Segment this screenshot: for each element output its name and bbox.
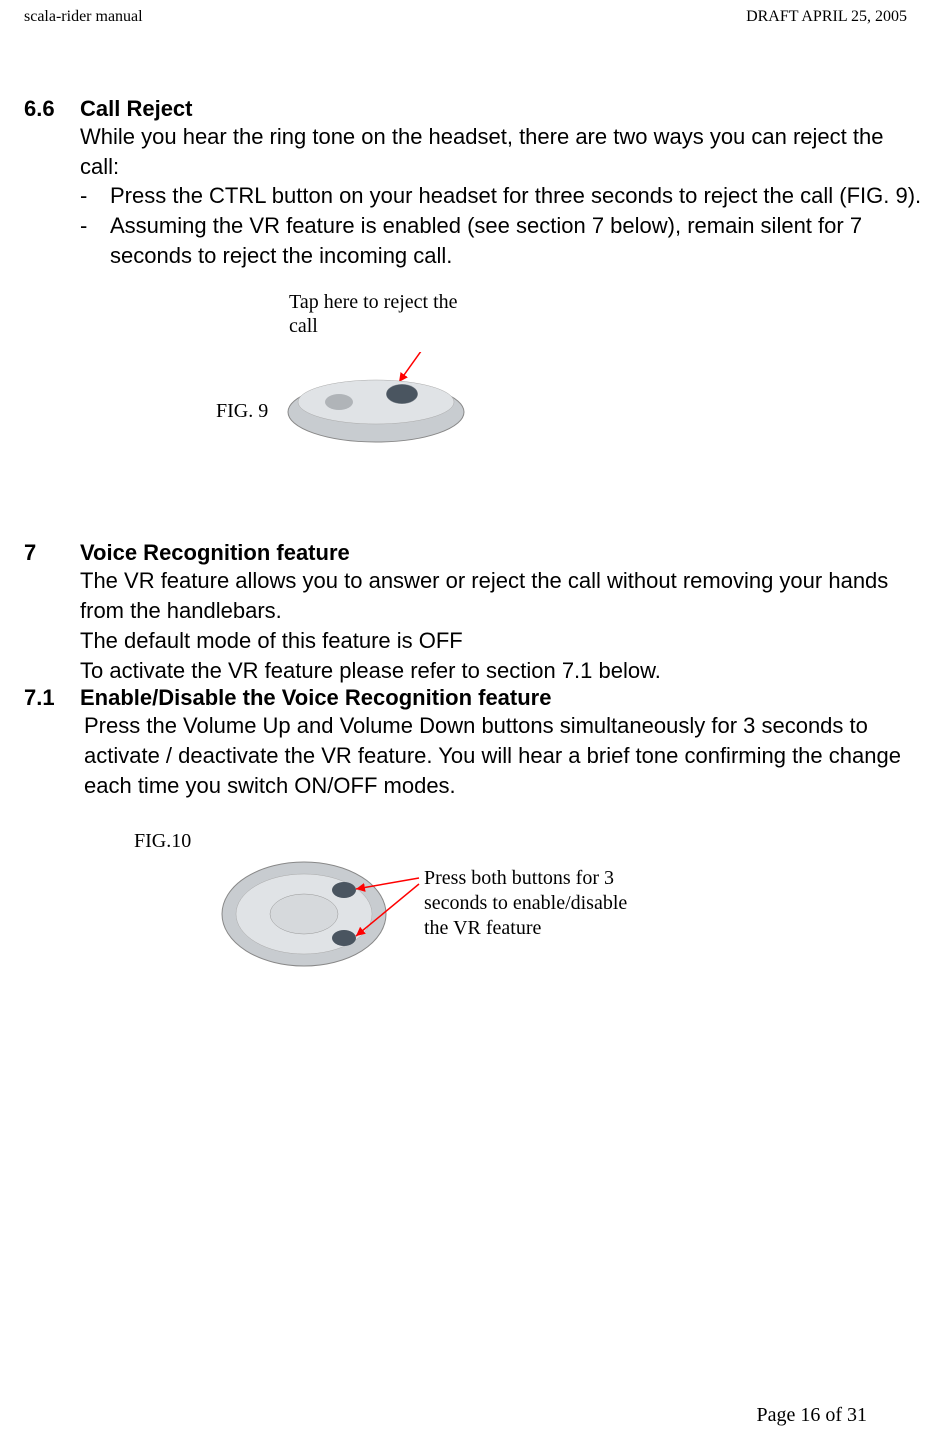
fig9-device-icon <box>284 352 469 447</box>
figure-10: FIG.10 Press both buttons for 3 seconds <box>124 830 923 1000</box>
section-6.6-title: Call Reject <box>80 96 193 122</box>
fig10-caption-line1: Press both buttons for 3 <box>424 867 614 889</box>
bullet-dash: - <box>80 211 110 270</box>
section-6.6-intro: While you hear the ring tone on the head… <box>80 122 923 181</box>
section-7-line1: The VR feature allows you to answer or r… <box>80 566 923 625</box>
fig10-caption-line3: the VR feature <box>424 917 541 939</box>
section-6.6-num: 6.6 <box>24 96 80 122</box>
section-7.1-title: Enable/Disable the Voice Recognition fea… <box>80 685 551 711</box>
fig9-caption-line1: Tap here to reject the <box>289 291 458 313</box>
section-6.6-bullet1: Press the CTRL button on your headset fo… <box>110 181 921 211</box>
fig10-label: FIG.10 <box>134 830 191 853</box>
fig10-device-icon <box>204 844 424 984</box>
section-7-num: 7 <box>24 540 80 566</box>
section-7.1-num: 7.1 <box>24 685 80 711</box>
header-left: scala-rider manual <box>24 8 143 26</box>
section-7-line3: To activate the VR feature please refer … <box>80 656 923 686</box>
fig10-caption-line2: seconds to enable/disable <box>424 892 627 914</box>
fig9-caption-line2: call <box>289 315 318 337</box>
header-right: DRAFT APRIL 25, 2005 <box>746 8 907 26</box>
page-footer: Page 16 of 31 <box>756 1404 867 1427</box>
section-7-title: Voice Recognition feature <box>80 540 350 566</box>
section-7-line2: The default mode of this feature is OFF <box>80 626 923 656</box>
section-6.6-bullet2: Assuming the VR feature is enabled (see … <box>110 211 923 270</box>
figure-9: Tap here to reject the call FIG. 9 <box>224 290 923 460</box>
section-7.1-body: Press the Volume Up and Volume Down butt… <box>84 711 923 800</box>
fig9-label: FIG. 9 <box>216 400 268 423</box>
bullet-dash: - <box>80 181 110 211</box>
